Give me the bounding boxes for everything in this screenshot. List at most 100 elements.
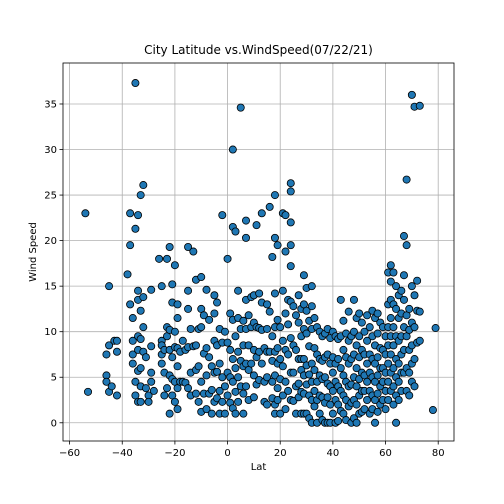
scatter-point [389, 400, 398, 409]
scatter-point [410, 291, 419, 300]
scatter-point [147, 285, 156, 294]
scatter-point [170, 397, 179, 406]
scatter-point [263, 300, 272, 309]
scatter-point [186, 324, 195, 333]
scatter-point [263, 373, 272, 382]
scatter-point [234, 397, 243, 406]
scatter-point [402, 175, 411, 184]
scatter-point [355, 309, 364, 318]
scatter-point [112, 347, 121, 356]
scatter-point [292, 345, 301, 354]
x-tick-label: −60 [59, 448, 80, 459]
scatter-point [276, 409, 285, 418]
y-axis-label: Wind Speed [28, 222, 39, 282]
scatter-point [373, 389, 382, 398]
scatter-point [286, 241, 295, 250]
scatter-point [384, 377, 393, 386]
scatter-point [173, 362, 182, 371]
scatter-point [405, 304, 414, 313]
scatter-point [410, 355, 419, 364]
scatter-point [360, 327, 369, 336]
scatter-point [281, 247, 290, 256]
scatter-point [168, 353, 177, 362]
scatter-point [389, 382, 398, 391]
scatter-point [223, 254, 232, 263]
scatter-point [184, 304, 193, 313]
scatter-point [220, 382, 229, 391]
scatter-point [144, 397, 153, 406]
scatter-point [286, 262, 295, 271]
scatter-point [136, 397, 145, 406]
scatter-point [294, 291, 303, 300]
scatter-point [307, 282, 316, 291]
scatter-point [386, 261, 395, 270]
scatter-point [197, 323, 206, 332]
scatter-point [239, 389, 248, 398]
scatter-point [284, 320, 293, 329]
scatter-point [220, 327, 229, 336]
scatter-point [373, 329, 382, 338]
x-tick-label: 0 [224, 448, 230, 459]
x-tick-label: 20 [274, 448, 287, 459]
scatter-point [373, 407, 382, 416]
y-tick-label: 0 [51, 418, 57, 429]
scatter-point [207, 385, 216, 394]
scatter-point [360, 405, 369, 414]
scatter-point [407, 282, 416, 291]
scatter-point [270, 191, 279, 200]
scatter-point [344, 307, 353, 316]
scatter-point [105, 341, 114, 350]
scatter-point [136, 364, 145, 373]
scatter-point [249, 393, 258, 402]
scatter-point [228, 377, 237, 386]
y-tick-label: 20 [44, 236, 57, 247]
scatter-point [326, 400, 335, 409]
scatter-point [310, 365, 319, 374]
scatter-point [231, 332, 240, 341]
scatter-point [239, 316, 248, 325]
scatter-point [281, 377, 290, 386]
scatter-point [294, 379, 303, 388]
scatter-point [218, 397, 227, 406]
scatter-point [241, 216, 250, 225]
scatter-point [339, 345, 348, 354]
scatter-point [223, 391, 232, 400]
scatter-point [191, 341, 200, 350]
scatter-point [394, 396, 403, 405]
scatter-point [157, 282, 166, 291]
scatter-point [249, 371, 258, 380]
scatter-point [257, 359, 266, 368]
scatter-point [257, 209, 266, 218]
scatter-point [255, 289, 264, 298]
scatter-point [163, 254, 172, 263]
scatter-point [278, 286, 287, 295]
scatter-point [289, 368, 298, 377]
scatter-point [244, 311, 253, 320]
grid-lines [63, 63, 454, 441]
scatter-point [384, 396, 393, 405]
scatter-point [302, 306, 311, 315]
scatter-point [415, 336, 424, 345]
scatter-point [270, 289, 279, 298]
scatter-point [302, 329, 311, 338]
scatter-point [284, 350, 293, 359]
y-axis-ticks: 0 5 10 15 20 25 30 35 [44, 99, 63, 429]
scatter-point [241, 382, 250, 391]
scatter-point [128, 359, 137, 368]
scatter-point [147, 377, 156, 386]
scatter-point [289, 302, 298, 311]
scatter-point [392, 282, 401, 291]
scatter-point [107, 382, 116, 391]
scatter-point [352, 341, 361, 350]
scatter-point [334, 416, 343, 425]
scatter-point [112, 336, 121, 345]
scatter-point [207, 409, 216, 418]
scatter-point [157, 359, 166, 368]
scatter-point [273, 384, 282, 393]
scatter-point [371, 418, 380, 427]
scatter-point [265, 202, 274, 211]
scatter-point [126, 300, 135, 309]
scatter-point [197, 377, 206, 386]
scatter-point [210, 309, 219, 318]
scatter-point [392, 304, 401, 313]
